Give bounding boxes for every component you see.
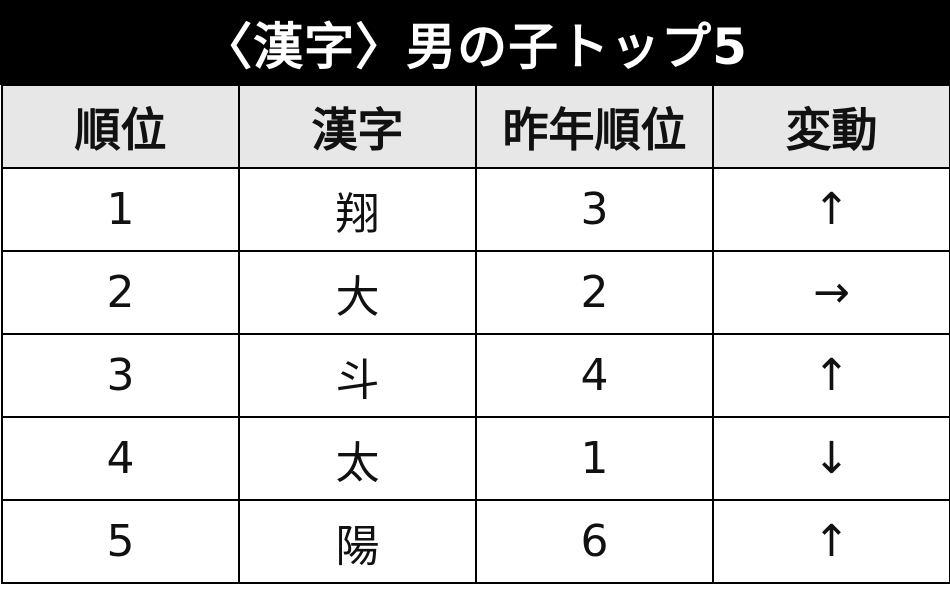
change-cell: →: [712, 250, 950, 335]
header-change: 変動: [712, 84, 950, 169]
change-cell: ↑: [712, 167, 950, 252]
rank-cell: 5: [1, 499, 240, 584]
table-row: 5 陽 6 ↑: [1, 499, 950, 584]
header-row: 順位 漢字 昨年順位 変動: [1, 84, 950, 169]
rank-cell: 1: [1, 167, 240, 252]
kanji-cell: 太: [238, 416, 477, 501]
change-cell: ↓: [712, 416, 950, 501]
change-cell: ↑: [712, 499, 950, 584]
header-kanji: 漢字: [238, 84, 477, 169]
last-year-rank-cell: 2: [475, 250, 714, 335]
kanji-cell: 斗: [238, 333, 477, 418]
kanji-cell: 大: [238, 250, 477, 335]
kanji-cell: 翔: [238, 167, 477, 252]
last-year-rank-cell: 3: [475, 167, 714, 252]
last-year-rank-cell: 4: [475, 333, 714, 418]
kanji-cell: 陽: [238, 499, 477, 584]
table-row: 2 大 2 →: [1, 250, 950, 335]
table-row: 3 斗 4 ↑: [1, 333, 950, 418]
last-year-rank-cell: 6: [475, 499, 714, 584]
table-row: 4 太 1 ↓: [1, 416, 950, 501]
table-title: 〈漢字〉男の子トップ5: [0, 0, 950, 85]
table-row: 1 翔 3 ↑: [1, 167, 950, 252]
rank-cell: 4: [1, 416, 240, 501]
change-cell: ↑: [712, 333, 950, 418]
last-year-rank-cell: 1: [475, 416, 714, 501]
rank-cell: 3: [1, 333, 240, 418]
rank-cell: 2: [1, 250, 240, 335]
header-rank: 順位: [1, 84, 240, 169]
ranking-table: 順位 漢字 昨年順位 変動 1 翔 3 ↑ 2 大 2 → 3 斗 4 ↑ 4 太 1 ↓ 5 陽 6 ↑: [1, 84, 950, 584]
header-last-year-rank: 昨年順位: [475, 84, 714, 169]
